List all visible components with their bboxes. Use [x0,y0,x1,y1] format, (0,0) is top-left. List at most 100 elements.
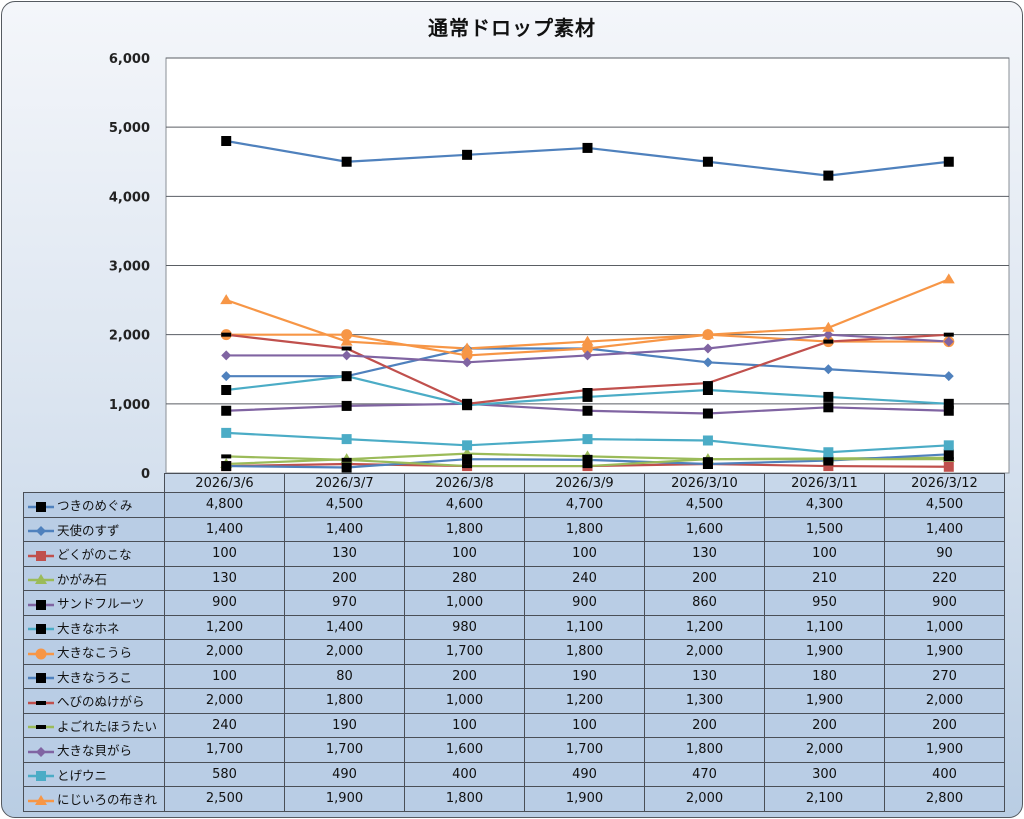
data-cell: 1,800 [284,688,405,714]
data-cell: 100 [404,541,525,567]
table-row: へびのぬけがら 2,000 1,800 1,000 1,200 1,300 1,900 2,0… [23,688,1005,714]
marker-square [943,440,954,451]
data-cell: 130 [284,541,405,567]
marker-diamond [36,746,46,757]
legend-entry: にじいろの布きれ [23,786,165,812]
marker-dash [943,457,954,462]
marker-square [221,461,232,472]
data-cell: 1,900 [764,688,885,714]
marker-square [221,385,232,395]
marker-diamond [702,343,713,354]
legend-entry: 天使のすず [23,516,165,542]
data-cell: 1,000 [404,688,525,714]
data-cell: 400 [404,761,525,787]
data-cell: 280 [404,565,525,591]
marker-diamond [462,357,473,368]
marker-square [582,391,593,402]
data-cell: 200 [644,565,765,591]
legend-label: どくがのこな [57,547,132,563]
marker-dash [36,700,46,705]
marker-square [582,434,593,445]
marker-square [341,400,352,411]
marker-square [221,427,232,438]
data-cell: 1,500 [764,516,885,542]
marker-square [582,142,593,153]
data-cell: 80 [284,663,405,689]
legend-key-icon [28,599,54,610]
data-cell: 100 [764,541,885,567]
data-cell: 1,100 [524,614,645,640]
data-cell: 240 [164,712,285,738]
data-cell: 100 [164,541,285,567]
data-cell: 860 [644,590,765,616]
marker-triangle [340,335,353,346]
table-row: かがみ石 130 200 280 240 200 210 220 [23,565,1005,591]
legend-label: かがみ石 [57,571,108,587]
legend-entry: 大きな貝がら [23,737,165,763]
marker-diamond [221,350,232,361]
data-cell: 1,900 [884,639,1005,665]
marker-dash [943,332,954,337]
data-cell: 270 [884,663,1005,689]
legend-key-icon [28,550,54,561]
marker-square [462,454,473,465]
marker-dash [462,401,473,406]
data-cell: 1,800 [404,786,525,812]
marker-dash [221,454,232,459]
marker-square [221,405,232,416]
marker-dash [462,464,473,469]
category-header: 2026/3/9 [524,473,645,493]
marker-square [823,402,834,413]
data-cell: 580 [164,761,285,787]
marker-diamond [341,350,352,361]
marker-square [702,385,713,395]
marker-dash [823,339,834,344]
marker-square [702,156,713,167]
data-cell: 900 [524,590,645,616]
legend-key-icon [28,574,54,585]
data-cell: 100 [524,712,645,738]
marker-square [36,599,46,610]
legend-key-icon [28,794,54,805]
legend-entry: どくがのこな [23,541,165,567]
data-cell: 1,000 [884,614,1005,640]
data-cell: 2,000 [164,639,285,665]
data-cell: 1,800 [644,737,765,763]
data-cell: 2,000 [164,688,285,714]
table-row: にじいろの布きれ 2,500 1,900 1,800 1,900 2,000 2,100 2,… [23,786,1005,812]
marker-square [943,461,954,472]
legend-key-icon [28,673,54,684]
data-cell: 970 [284,590,405,616]
marker-triangle [701,328,714,339]
marker-square [943,405,954,416]
legend-key-icon [28,624,54,635]
category-header: 2026/3/12 [884,473,1005,493]
legend-label: とげウニ [57,767,108,783]
data-cell: 2,500 [164,786,285,812]
legend-key-icon [28,746,54,757]
legend-label: サンドフルーツ [57,596,145,612]
data-cell: 900 [884,590,1005,616]
legend-entry: つきのめぐみ [23,492,165,518]
legend-entry: サンドフルーツ [23,590,165,616]
data-cell: 1,800 [404,516,525,542]
data-cell: 1,900 [284,786,405,812]
data-cell: 1,700 [524,737,645,763]
table-row: サンドフルーツ 900 970 1,000 900 860 950 900 [23,590,1005,616]
marker-square [943,398,954,409]
table-row: どくがのこな 100 130 100 100 130 100 90 [23,541,1005,567]
marker-diamond [823,364,834,375]
marker-dash [341,457,352,462]
y-tick-label: 5,000 [109,121,150,136]
legend-label: 大きな貝がら [57,743,133,759]
marker-square [36,624,46,635]
data-cell: 2,100 [764,786,885,812]
data-table: 2026/3/6 2026/3/7 2026/3/8 2026/3/9 2026/3/1… [23,473,1005,812]
data-cell: 4,600 [404,492,525,518]
marker-triangle [35,574,47,585]
legend-key-icon [28,700,54,705]
table-row: よごれたほうたい 240 190 100 100 200 200 200 [23,712,1005,738]
marker-square [702,408,713,419]
data-cell: 90 [884,541,1005,567]
data-cell: 4,500 [884,492,1005,518]
